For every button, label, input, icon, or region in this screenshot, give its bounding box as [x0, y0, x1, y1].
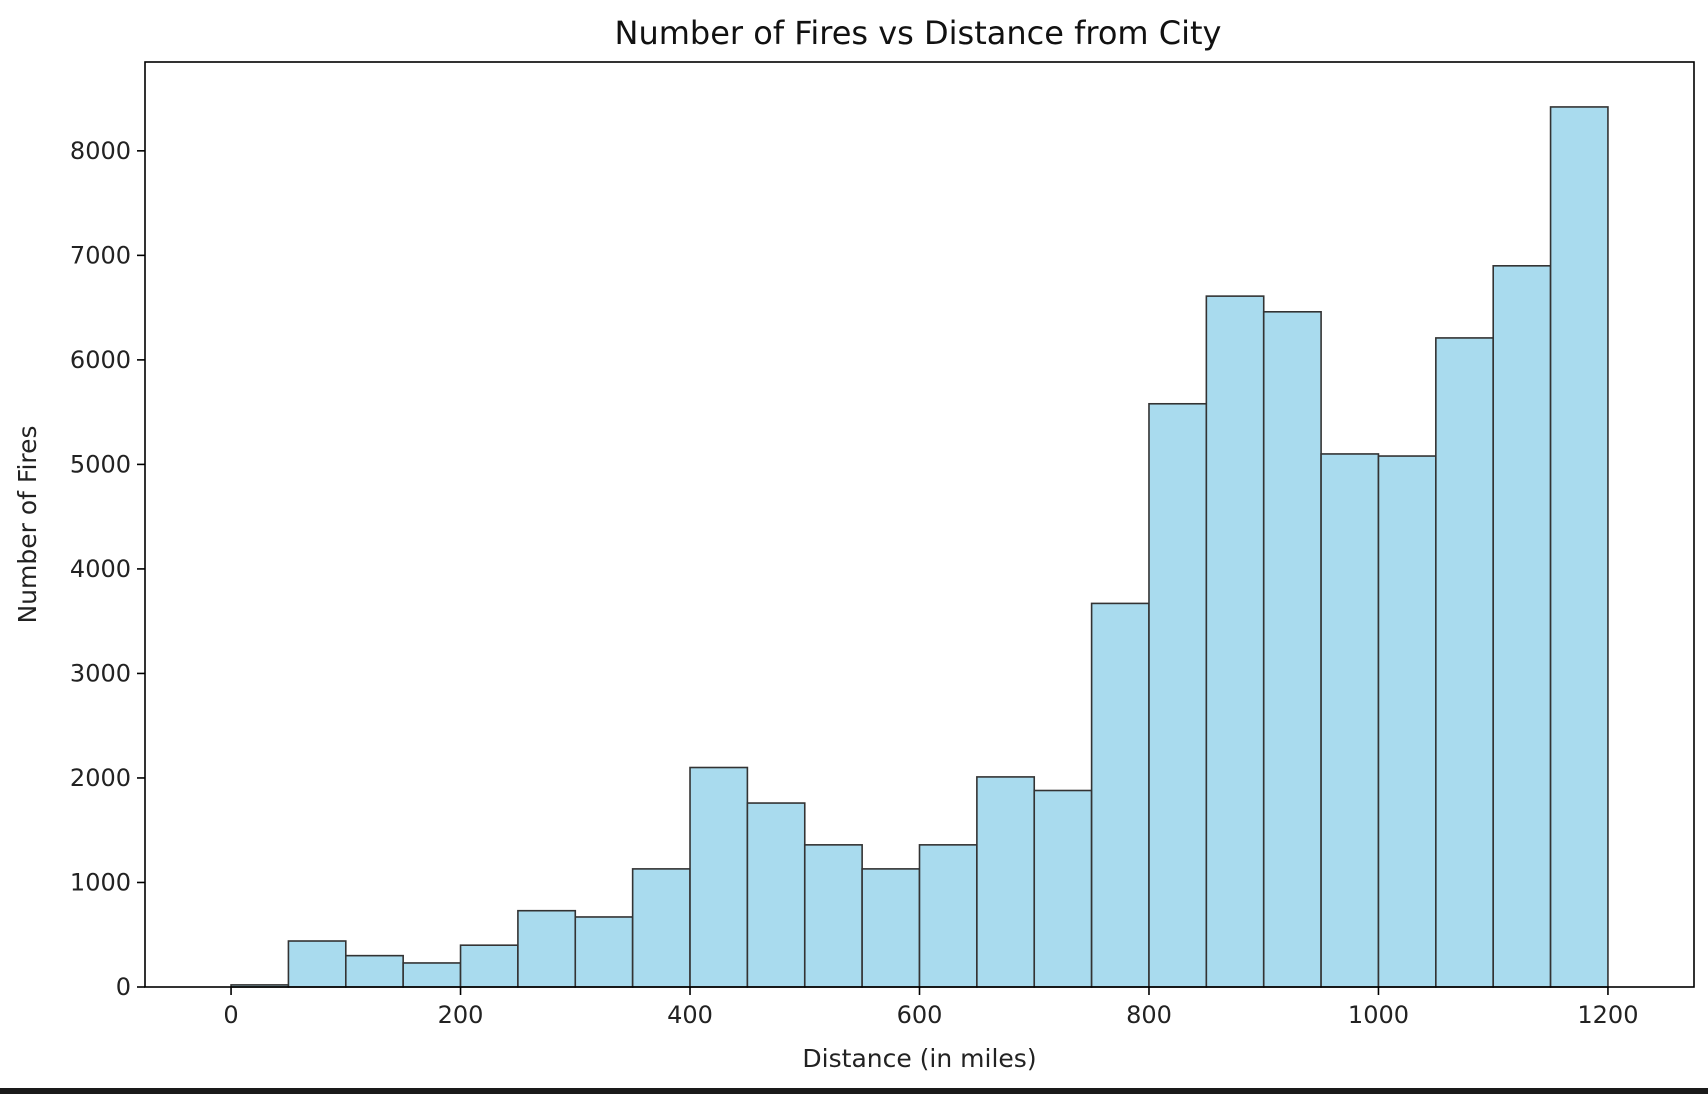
- bar-200: [459, 944, 519, 988]
- x-axis-label: Distance (in miles): [802, 1044, 1036, 1073]
- bar-500: [803, 844, 863, 988]
- bar-950: [1320, 453, 1380, 988]
- x-tick-label: 400: [667, 1001, 713, 1029]
- x-tick-label: 200: [438, 1001, 484, 1029]
- bar-800: [1148, 402, 1208, 988]
- y-tick-label: 7000: [70, 241, 131, 269]
- bar-50: [287, 940, 347, 988]
- x-tick-label: 800: [1126, 1001, 1172, 1029]
- bar-1150: [1549, 106, 1609, 988]
- bar-1050: [1435, 337, 1495, 988]
- bar-1000: [1377, 455, 1437, 988]
- plot-frame: [144, 61, 1695, 988]
- bar-700: [1033, 789, 1093, 988]
- y-tick-label: 5000: [70, 450, 131, 478]
- y-axis-label: Number of Fires: [13, 425, 42, 623]
- y-tick-label: 1000: [70, 868, 131, 896]
- bar-350: [631, 868, 691, 988]
- bar-600: [918, 844, 978, 988]
- chart-title: Number of Fires vs Distance from City: [615, 14, 1222, 52]
- y-tick-label: 2000: [70, 764, 131, 792]
- x-tick-label: 600: [897, 1001, 943, 1029]
- y-tick-label: 6000: [70, 346, 131, 374]
- x-tick-label: 0: [223, 1001, 238, 1029]
- bar-250: [517, 909, 577, 988]
- y-tick-label: 0: [116, 973, 131, 1001]
- bar-100: [344, 954, 404, 988]
- y-tick-label: 8000: [70, 137, 131, 165]
- bar-400: [689, 766, 749, 988]
- x-axis-ticks: 0 200 400 600 800 1000 1200: [223, 987, 1638, 1029]
- bar-900: [1262, 311, 1322, 988]
- bar-450: [746, 802, 806, 988]
- bar-group: [230, 106, 1609, 988]
- bar-300: [574, 916, 634, 988]
- bar-150: [402, 962, 462, 988]
- bar-550: [861, 868, 921, 988]
- y-tick-label: 3000: [70, 659, 131, 687]
- bar-650: [976, 776, 1036, 988]
- bar-1100: [1492, 265, 1552, 988]
- y-tick-label: 4000: [70, 555, 131, 583]
- x-tick-label: 1000: [1348, 1001, 1409, 1029]
- bar-850: [1205, 295, 1265, 988]
- bar-750: [1090, 602, 1150, 988]
- x-tick-label: 1200: [1577, 1001, 1638, 1029]
- bottom-border: [0, 1088, 1708, 1094]
- y-axis-ticks: 0 1000 2000 3000 4000 5000 6000 7000 8000: [70, 137, 145, 1001]
